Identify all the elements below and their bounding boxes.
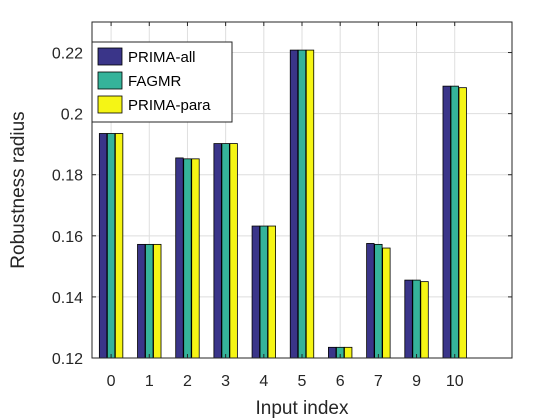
x-tick-label: 0	[107, 373, 116, 390]
x-tick-label: 4	[259, 373, 268, 390]
bar-fagmr-7	[374, 243, 383, 359]
axis-ticks	[92, 22, 512, 359]
y-tick-label: 0.18	[52, 168, 83, 185]
y-tick-label: 0.16	[52, 229, 83, 246]
bar-prima-para-5	[305, 49, 315, 359]
bars	[98, 49, 467, 359]
bar-prima-para-7	[382, 247, 391, 359]
bar-prima-all-5	[289, 49, 299, 359]
legend-label: FAGMR	[128, 73, 182, 90]
legend-swatch	[97, 71, 123, 90]
x-tick-label: 2	[183, 373, 192, 390]
bar-prima-para-4	[267, 225, 276, 359]
bar-fagmr-2	[183, 158, 192, 359]
x-tick-labels: 0 1 2 3 4 5 6 7 9 10	[107, 373, 464, 390]
bar-prima-all-3	[213, 143, 222, 359]
legend-swatch	[97, 95, 123, 114]
bar-prima-para-6	[344, 346, 353, 359]
bar-prima-all-2	[175, 157, 184, 359]
bar-prima-para-9	[420, 281, 429, 359]
x-tick-label: 1	[145, 373, 154, 390]
bar-prima-all-9	[404, 279, 413, 359]
x-tick-label: 7	[374, 373, 383, 390]
legend: PRIMA-all FAGMR PRIMA-para	[91, 41, 233, 123]
bar-fagmr-0	[106, 133, 116, 359]
legend-label: PRIMA-para	[128, 97, 211, 114]
y-tick-labels: 0.12 0.14 0.16 0.18 0.2 0.22	[52, 46, 83, 368]
x-tick-label: 6	[336, 373, 345, 390]
y-axis-label: Robustness radius	[8, 111, 29, 268]
bar-prima-all-1	[137, 243, 146, 359]
x-tick-label: 5	[298, 373, 307, 390]
bar-fagmr-10	[450, 85, 459, 359]
bar-prima-para-0	[114, 133, 124, 359]
bar-fagmr-1	[145, 243, 154, 359]
bar-prima-para-1	[153, 243, 162, 359]
bar-prima-all-10	[442, 85, 451, 359]
bar-fagmr-4	[259, 225, 268, 359]
y-tick-label: 0.22	[52, 46, 83, 63]
y-tick-label: 0.14	[52, 290, 83, 307]
bar-prima-all-6	[328, 346, 337, 359]
bar-fagmr-5	[297, 49, 307, 359]
x-tick-label: 9	[412, 373, 421, 390]
bar-prima-all-0	[98, 133, 108, 359]
bar-prima-para-3	[229, 143, 238, 359]
bar-fagmr-9	[412, 279, 421, 359]
y-tick-label: 0.2	[61, 107, 83, 124]
bar-fagmr-3	[221, 143, 230, 359]
legend-swatch	[97, 47, 123, 66]
legend-label: PRIMA-all	[128, 49, 196, 66]
bar-prima-para-2	[191, 158, 200, 359]
x-axis-label: Input index	[256, 398, 349, 419]
bar-prima-all-7	[366, 243, 375, 359]
x-tick-label: 10	[446, 373, 464, 390]
bar-prima-all-4	[251, 225, 260, 359]
x-tick-label: 3	[221, 373, 230, 390]
bar-prima-para-10	[458, 87, 467, 359]
y-tick-label: 0.12	[52, 351, 83, 368]
